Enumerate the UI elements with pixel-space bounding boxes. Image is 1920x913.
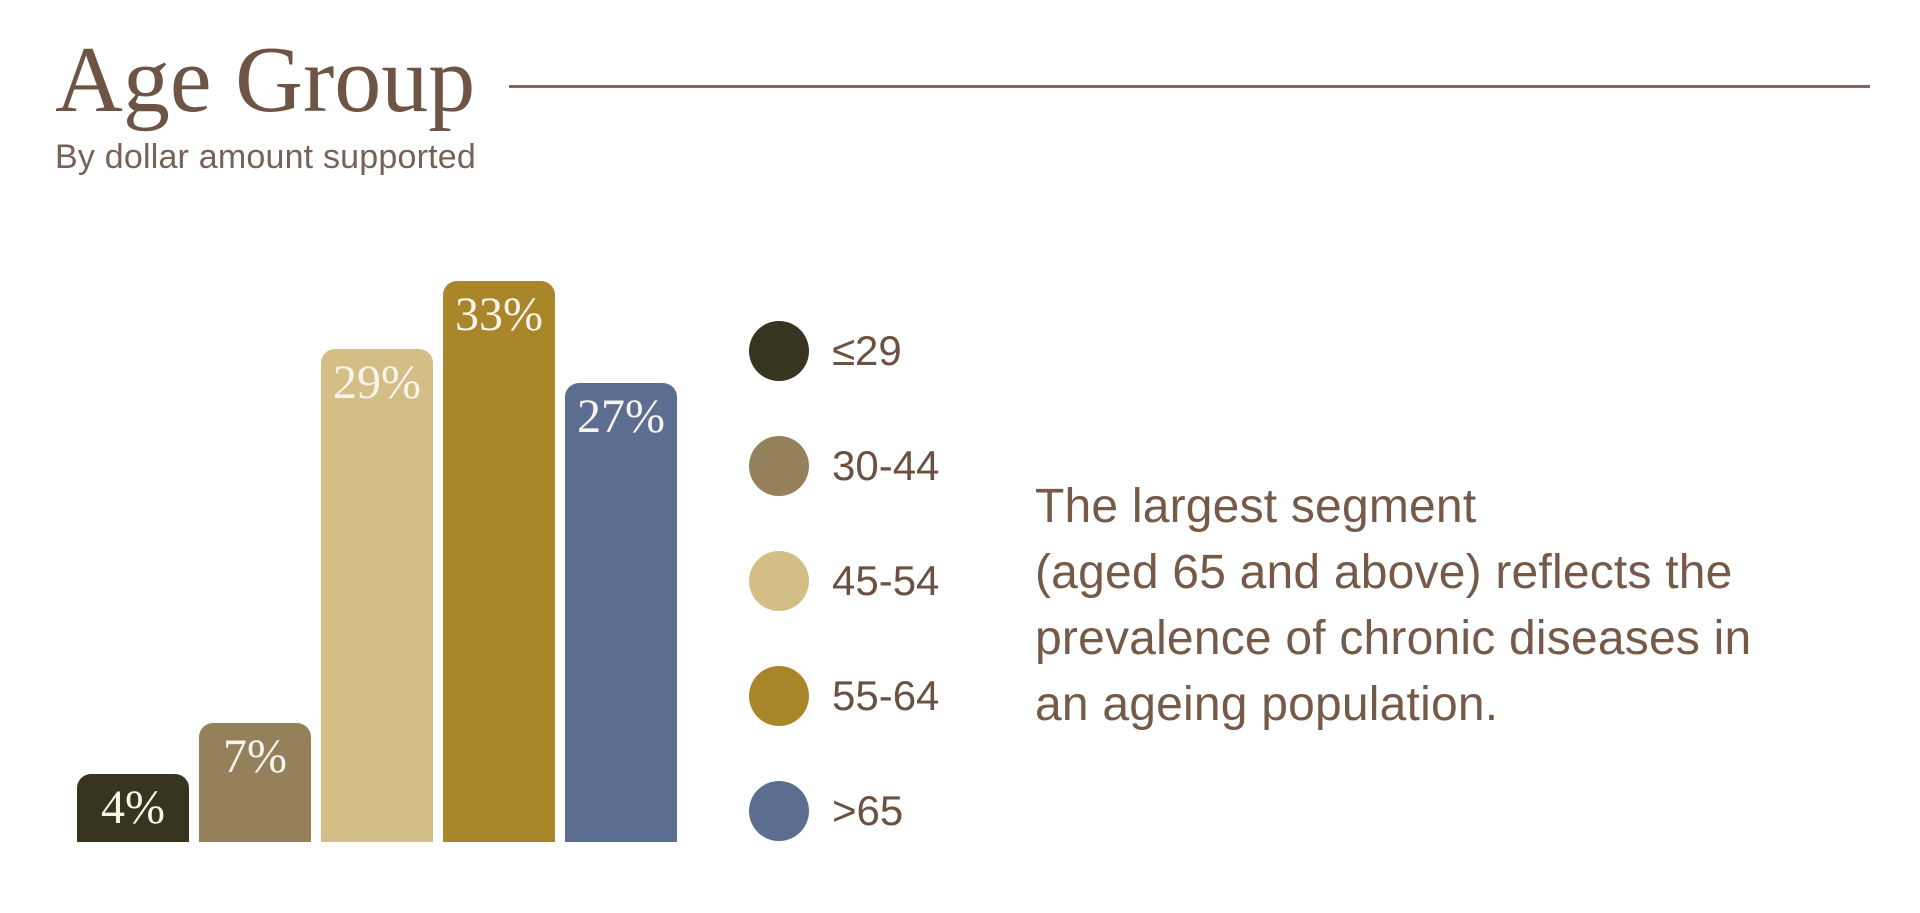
bar-chart: 4% 7% 29% 33% 27% (77, 281, 677, 842)
insight-text: The largest segment (aged 65 and above) … (1035, 474, 1751, 738)
page-subtitle: By dollar amount supported (55, 138, 477, 176)
bar: 7% (199, 723, 311, 842)
insight-line: an ageing population. (1035, 678, 1499, 731)
legend-item: 30-44 (749, 436, 939, 496)
legend-color-circle (749, 781, 809, 841)
bar: 4% (77, 774, 189, 842)
chart-legend: ≤29 30-44 45-54 55-64 >65 (749, 321, 939, 841)
legend-item-label: ≤29 (832, 327, 902, 374)
legend-item-label: 45-54 (832, 557, 940, 604)
legend-color-circle (749, 321, 809, 381)
title-divider-line (509, 85, 1870, 89)
bar-value-label: 7% (223, 730, 287, 783)
insight-line: prevalence of chronic diseases in (1035, 612, 1752, 665)
bar-value-label: 33% (455, 288, 543, 341)
bar-value-label: 29% (333, 356, 421, 409)
legend-item: ≤29 (749, 321, 939, 381)
legend-item-label: 55-64 (832, 672, 940, 719)
legend-item-label: 30-44 (832, 442, 940, 489)
bar: 33% (443, 281, 555, 842)
legend-item-label: >65 (832, 787, 904, 834)
legend-item: >65 (749, 781, 939, 841)
legend-item: 55-64 (749, 666, 939, 726)
legend-color-circle (749, 666, 809, 726)
bar-value-label: 4% (101, 781, 165, 834)
page-title: Age Group (55, 28, 476, 132)
bar: 29% (321, 349, 433, 842)
bar-value-label: 27% (577, 390, 665, 443)
legend-color-circle (749, 551, 809, 611)
bar: 27% (565, 383, 677, 842)
legend-item: 45-54 (749, 551, 939, 611)
insight-line: The largest segment (1035, 480, 1477, 533)
header: Age Group (55, 22, 1870, 140)
insight-line: (aged 65 and above) reflects the (1035, 546, 1733, 599)
legend-color-circle (749, 436, 809, 496)
